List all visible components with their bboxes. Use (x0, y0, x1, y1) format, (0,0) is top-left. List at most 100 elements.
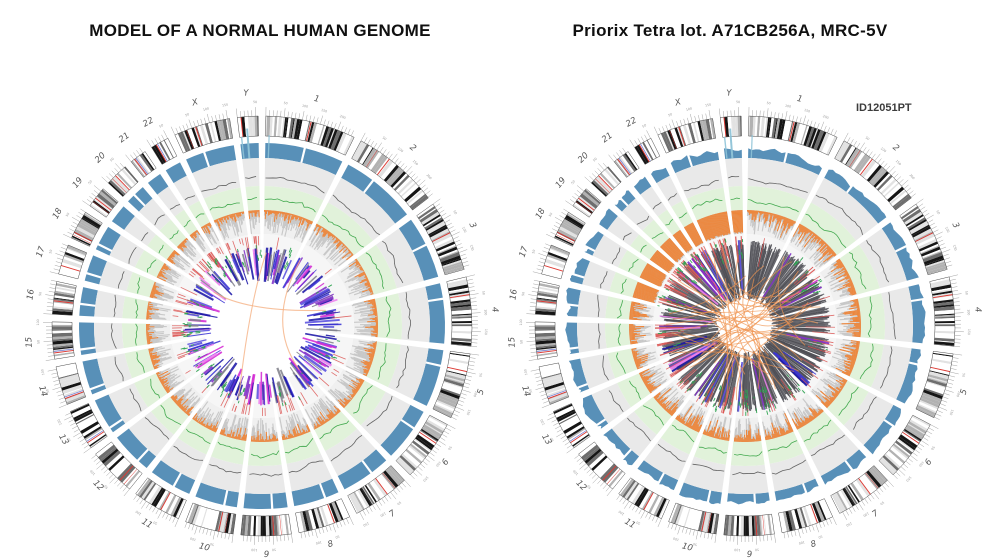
svg-text:100: 100 (572, 469, 579, 476)
svg-text:3: 3 (950, 221, 961, 230)
svg-text:18: 18 (51, 206, 65, 221)
svg-text:200: 200 (339, 114, 346, 120)
svg-text:50: 50 (592, 157, 598, 163)
svg-text:100: 100 (523, 369, 528, 376)
svg-text:10: 10 (681, 541, 694, 553)
svg-text:200: 200 (822, 114, 829, 120)
svg-text:50: 50 (865, 136, 871, 142)
svg-text:100: 100 (135, 510, 142, 517)
svg-text:19: 19 (71, 176, 86, 191)
circos-plot-normal-genome: 5010015020015010015020025010015035010015… (24, 88, 499, 559)
svg-text:50: 50 (65, 212, 70, 218)
svg-text:13: 13 (539, 432, 553, 446)
svg-text:100: 100 (686, 106, 693, 111)
svg-text:50: 50 (210, 542, 215, 547)
svg-text:100: 100 (57, 419, 63, 426)
circos-plot-priorix: 5010015020015010015020025010015035010015… (507, 88, 982, 559)
sample-id-label: ID12051PT (856, 102, 912, 114)
svg-text:50: 50 (755, 548, 759, 552)
svg-text:100: 100 (473, 390, 479, 397)
svg-text:150: 150 (321, 108, 328, 114)
svg-text:2: 2 (407, 143, 418, 154)
svg-text:9: 9 (264, 550, 270, 559)
svg-text:100: 100 (862, 511, 869, 518)
svg-text:12: 12 (574, 478, 589, 493)
svg-text:14: 14 (519, 385, 532, 398)
svg-text:50: 50 (570, 179, 576, 185)
svg-text:16: 16 (25, 288, 36, 301)
svg-text:150: 150 (412, 159, 419, 166)
svg-text:50: 50 (642, 123, 647, 128)
svg-text:50: 50 (185, 112, 190, 117)
svg-text:100: 100 (461, 226, 467, 233)
svg-text:50: 50 (87, 179, 93, 185)
svg-text:50: 50 (478, 373, 483, 378)
svg-text:15: 15 (507, 336, 518, 347)
svg-text:50: 50 (549, 437, 555, 443)
svg-text:100: 100 (315, 540, 322, 545)
svg-text:50: 50 (253, 100, 257, 104)
svg-text:100: 100 (302, 104, 309, 109)
svg-text:150: 150 (949, 409, 955, 416)
svg-text:11: 11 (623, 517, 637, 531)
svg-text:50: 50 (452, 210, 458, 216)
svg-text:100: 100 (397, 146, 404, 153)
svg-text:8: 8 (809, 539, 818, 550)
svg-text:Y: Y (243, 88, 250, 98)
svg-text:5: 5 (959, 388, 970, 396)
svg-text:50: 50 (36, 340, 40, 344)
svg-text:21: 21 (117, 131, 132, 145)
svg-text:50: 50 (531, 249, 536, 254)
svg-text:100: 100 (40, 369, 45, 376)
svg-text:100: 100 (673, 536, 680, 542)
svg-text:3: 3 (467, 221, 478, 230)
svg-text:50: 50 (447, 445, 453, 451)
svg-text:50: 50 (818, 534, 823, 539)
svg-text:100: 100 (734, 548, 740, 552)
svg-text:6: 6 (923, 457, 935, 468)
svg-text:150: 150 (967, 329, 971, 335)
svg-text:21: 21 (600, 131, 615, 145)
svg-text:100: 100 (944, 226, 950, 233)
svg-text:200: 200 (425, 173, 432, 180)
svg-text:20: 20 (576, 151, 591, 166)
svg-text:150: 150 (846, 521, 853, 527)
svg-text:150: 150 (804, 108, 811, 114)
svg-text:50: 50 (103, 484, 109, 490)
svg-text:100: 100 (966, 309, 970, 315)
svg-text:50: 50 (38, 292, 43, 297)
svg-text:50: 50 (159, 123, 164, 128)
svg-text:150: 150 (895, 159, 902, 166)
svg-text:10: 10 (198, 541, 211, 553)
svg-text:7: 7 (871, 508, 882, 520)
svg-text:50: 50 (766, 101, 770, 105)
plot-title-priorix: Priorix Tetra lot. A71CB256A, MRC-5V (572, 21, 888, 41)
svg-text:4: 4 (972, 307, 982, 313)
svg-text:50: 50 (66, 437, 72, 443)
svg-text:19: 19 (554, 176, 569, 191)
svg-text:50: 50 (45, 389, 50, 394)
svg-text:100: 100 (36, 319, 40, 325)
svg-text:18: 18 (534, 206, 548, 221)
svg-text:9: 9 (747, 550, 753, 559)
svg-text:50: 50 (283, 101, 287, 105)
svg-text:50: 50 (109, 157, 115, 163)
svg-text:150: 150 (952, 244, 958, 251)
svg-text:50: 50 (548, 212, 553, 218)
svg-text:50: 50 (396, 500, 402, 506)
svg-text:50: 50 (879, 500, 885, 506)
svg-text:50: 50 (961, 373, 966, 378)
svg-text:13: 13 (56, 432, 70, 446)
svg-text:17: 17 (518, 245, 531, 259)
svg-text:50: 50 (153, 520, 158, 525)
svg-text:150: 150 (466, 409, 472, 416)
svg-text:12: 12 (91, 478, 106, 493)
svg-text:50: 50 (736, 100, 740, 104)
svg-text:100: 100 (89, 469, 96, 476)
svg-text:100: 100 (203, 106, 210, 111)
svg-text:100: 100 (918, 460, 925, 467)
svg-text:200: 200 (908, 173, 915, 180)
svg-text:17: 17 (35, 245, 48, 259)
svg-text:7: 7 (388, 508, 399, 520)
